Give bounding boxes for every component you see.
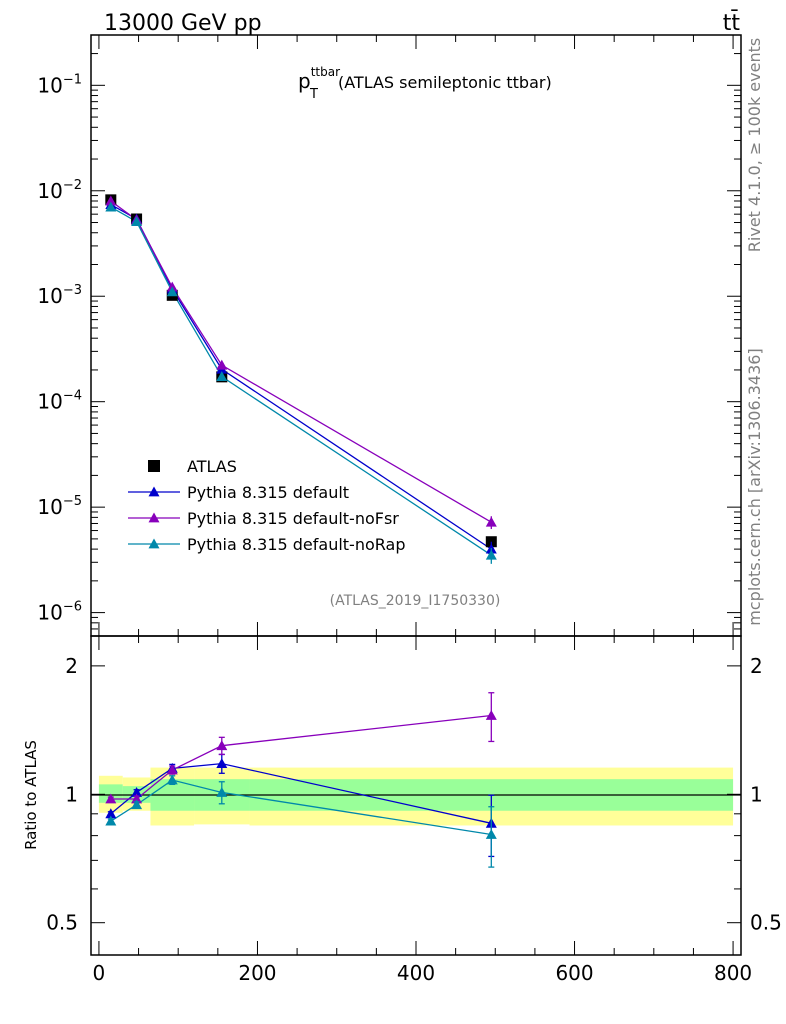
ratio-point (485, 710, 497, 720)
analysis-id: (ATLAS_2019_I1750330) (330, 593, 501, 609)
series-point (485, 549, 497, 560)
xtick-label: 800 (714, 961, 752, 985)
main-ytick-label: 10−4 (37, 389, 82, 414)
main-ytick-exp: −6 (63, 600, 82, 615)
main-ytick-base: 10 (37, 601, 62, 625)
title-rest: (ATLAS semileptonic ttbar) (338, 73, 552, 92)
ratio-point (131, 799, 143, 810)
series-point (131, 216, 143, 227)
ratio-bands (98, 767, 734, 826)
legend-label: ATLAS (187, 457, 237, 476)
main-ytick-base: 10 (37, 495, 62, 519)
rivet-label: Rivet 4.1.0, ≥ 100k events (745, 38, 764, 252)
title-p: p (298, 69, 311, 93)
ratio-point (131, 786, 143, 797)
ratio-point (485, 828, 497, 839)
legend-marker (148, 486, 160, 497)
xtick-label: 400 (397, 961, 435, 985)
main-ytick-label: 10−5 (37, 494, 82, 519)
ratio-ytick-label-left: 0.5 (46, 911, 78, 935)
main-ytick-exp: −2 (63, 178, 82, 193)
ratio-point (166, 774, 178, 785)
main-ytick-base: 10 (37, 284, 62, 308)
ratio-ytick-label-right: 1 (750, 782, 763, 806)
main-ytick-exp: −4 (63, 389, 82, 404)
title-sup: ttbar (311, 65, 340, 79)
legend-marker (148, 538, 160, 549)
legend-label: Pythia 8.315 default-noFsr (187, 509, 399, 528)
ratio-point (216, 740, 228, 751)
ratio-point (105, 815, 117, 826)
series-line (110, 206, 492, 556)
main-ytick-base: 10 (37, 73, 62, 97)
header-right-title: tt̄ (723, 10, 741, 36)
ratio-ytick-label-right: 0.5 (750, 911, 782, 935)
series-point (105, 201, 117, 212)
mcplots-label: mcplots.cern.ch [arXiv:1306.3436] (745, 348, 764, 625)
title-sub: T (309, 87, 318, 102)
ratio-ytick-label-left: 2 (65, 654, 78, 678)
main-ticks: 10−610−510−410−310−210−1 (37, 35, 741, 637)
main-ytick-exp: −1 (63, 72, 82, 87)
xtick-label: 200 (238, 961, 276, 985)
series-point (485, 516, 497, 527)
main-ytick-base: 10 (37, 390, 62, 414)
legend: ATLAS Pythia 8.315 default Pythia 8.315 de… (128, 457, 405, 554)
main-ytick-base: 10 (37, 179, 62, 203)
main-ytick-label: 10−2 (37, 178, 82, 203)
ratio-ytick-label-right: 2 (750, 654, 763, 678)
main-ytick-exp: −5 (63, 494, 82, 509)
chart-title: pttbar T (ATLAS semileptonic ttbar) (298, 65, 552, 102)
series-point (216, 359, 228, 370)
ratio-point (131, 793, 143, 804)
ratio-ytick-label-left: 1 (65, 782, 78, 806)
xtick-label: 600 (555, 961, 593, 985)
series-point (216, 371, 228, 381)
ratio-point (216, 786, 228, 797)
main-ytick-label: 10−1 (37, 72, 82, 97)
legend-label: Pythia 8.315 default-noRap (187, 535, 405, 554)
series-point (105, 195, 117, 206)
series-point (166, 286, 178, 297)
legend-marker (148, 460, 160, 472)
ratio-point (105, 808, 117, 819)
header-left-title: 13000 GeV pp (104, 11, 262, 36)
ratio-panel: 0.5 0.5 1 1 2 2 0 200 400 600 800 Ratio to ATLAS (22, 635, 782, 985)
legend-marker (148, 512, 160, 523)
ratio-point (216, 758, 228, 769)
series-line (110, 200, 492, 523)
main-ytick-label: 10−3 (37, 283, 82, 308)
main-data (105, 194, 497, 564)
main-panel: 10−610−510−410−310−210−1 pttbar T(ATLAS s… (37, 34, 742, 637)
ratio-ticks: 0.5 0.5 1 1 2 2 0 200 400 600 800 (46, 636, 782, 985)
ratio-ylabel: Ratio to ATLAS (22, 740, 40, 850)
ratio-point (166, 764, 178, 775)
main-ytick-label: 10−6 (37, 600, 82, 625)
legend-label: Pythia 8.315 default (187, 483, 349, 502)
ratio-data (105, 692, 497, 868)
ratio-point (105, 793, 117, 804)
xtick-label: 0 (93, 961, 106, 985)
main-ytick-exp: −3 (63, 283, 82, 298)
